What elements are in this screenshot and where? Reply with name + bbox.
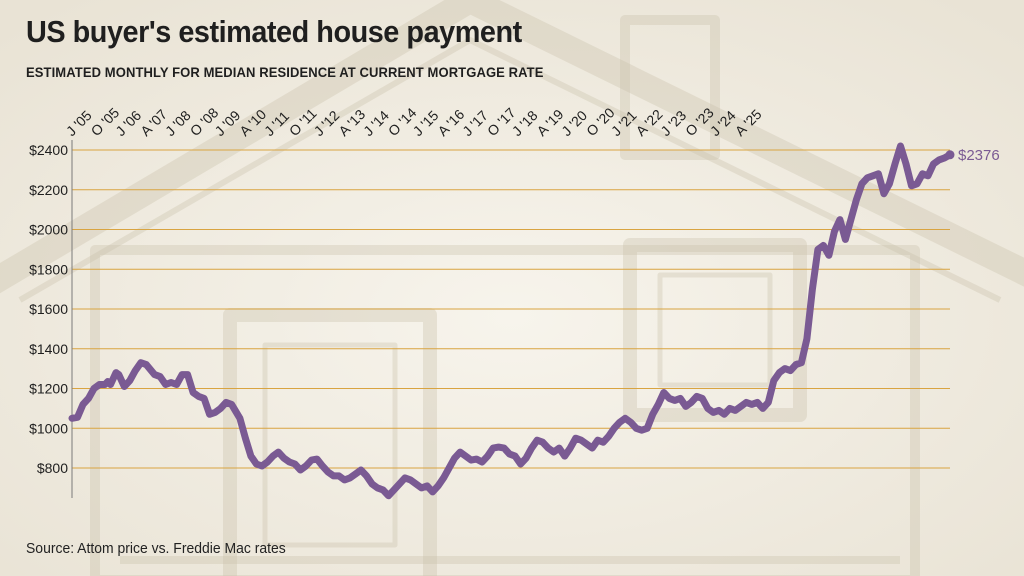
x-tick-label: J '14 [360, 107, 392, 139]
end-value-label-group: $2376 [958, 147, 1000, 164]
x-tick-label: J '17 [459, 107, 491, 139]
x-tick-label: J '23 [657, 107, 689, 139]
y-tick-label: $1600 [29, 301, 68, 317]
x-tick-label: A '22 [633, 106, 666, 139]
x-axis-tick-labels: J '05O '05J '06A '07J '08O '08J '09A '10… [63, 104, 765, 139]
x-tick-label: A '16 [434, 106, 467, 139]
series-line [68, 142, 954, 500]
x-tick-label: J '08 [162, 107, 194, 139]
end-value-label: $2376 [958, 147, 1000, 164]
y-tick-label: $2400 [29, 142, 68, 158]
chart-subtitle: ESTIMATED MONTHLY FOR MEDIAN RESIDENCE A… [26, 64, 544, 80]
grid-lines [72, 149, 950, 469]
x-tick-label: J '12 [311, 107, 343, 139]
x-tick-label: J '11 [261, 108, 292, 139]
x-tick-label: A '13 [335, 106, 368, 139]
chart-title: US buyer's estimated house payment [26, 14, 522, 49]
y-tick-label: $800 [37, 460, 68, 476]
y-tick-label: $1800 [29, 261, 68, 277]
x-tick-label: O '11 [286, 105, 320, 139]
y-tick-label: $1400 [29, 341, 68, 357]
x-tick-label: A '25 [732, 106, 765, 139]
y-tick-label: $1200 [29, 381, 68, 397]
x-tick-label: A '10 [236, 106, 269, 139]
y-axis-tick-labels: $800 $1000 $1200 $1400 $1600 $1800 $2000 $2200 $… [29, 142, 68, 476]
end-point-marker [945, 150, 955, 160]
y-tick-label: $2000 [29, 222, 68, 238]
y-tick-label: $1000 [29, 420, 68, 436]
source-note: Source: Attom price vs. Freddie Mac rate… [26, 540, 286, 557]
y-tick-label: $2200 [29, 182, 68, 198]
x-tick-label: J '20 [558, 107, 590, 139]
x-tick-label: A '19 [533, 106, 566, 139]
x-tick-label: J '05 [63, 107, 95, 139]
x-tick-label: A '07 [137, 106, 170, 139]
series-layer [68, 142, 955, 500]
